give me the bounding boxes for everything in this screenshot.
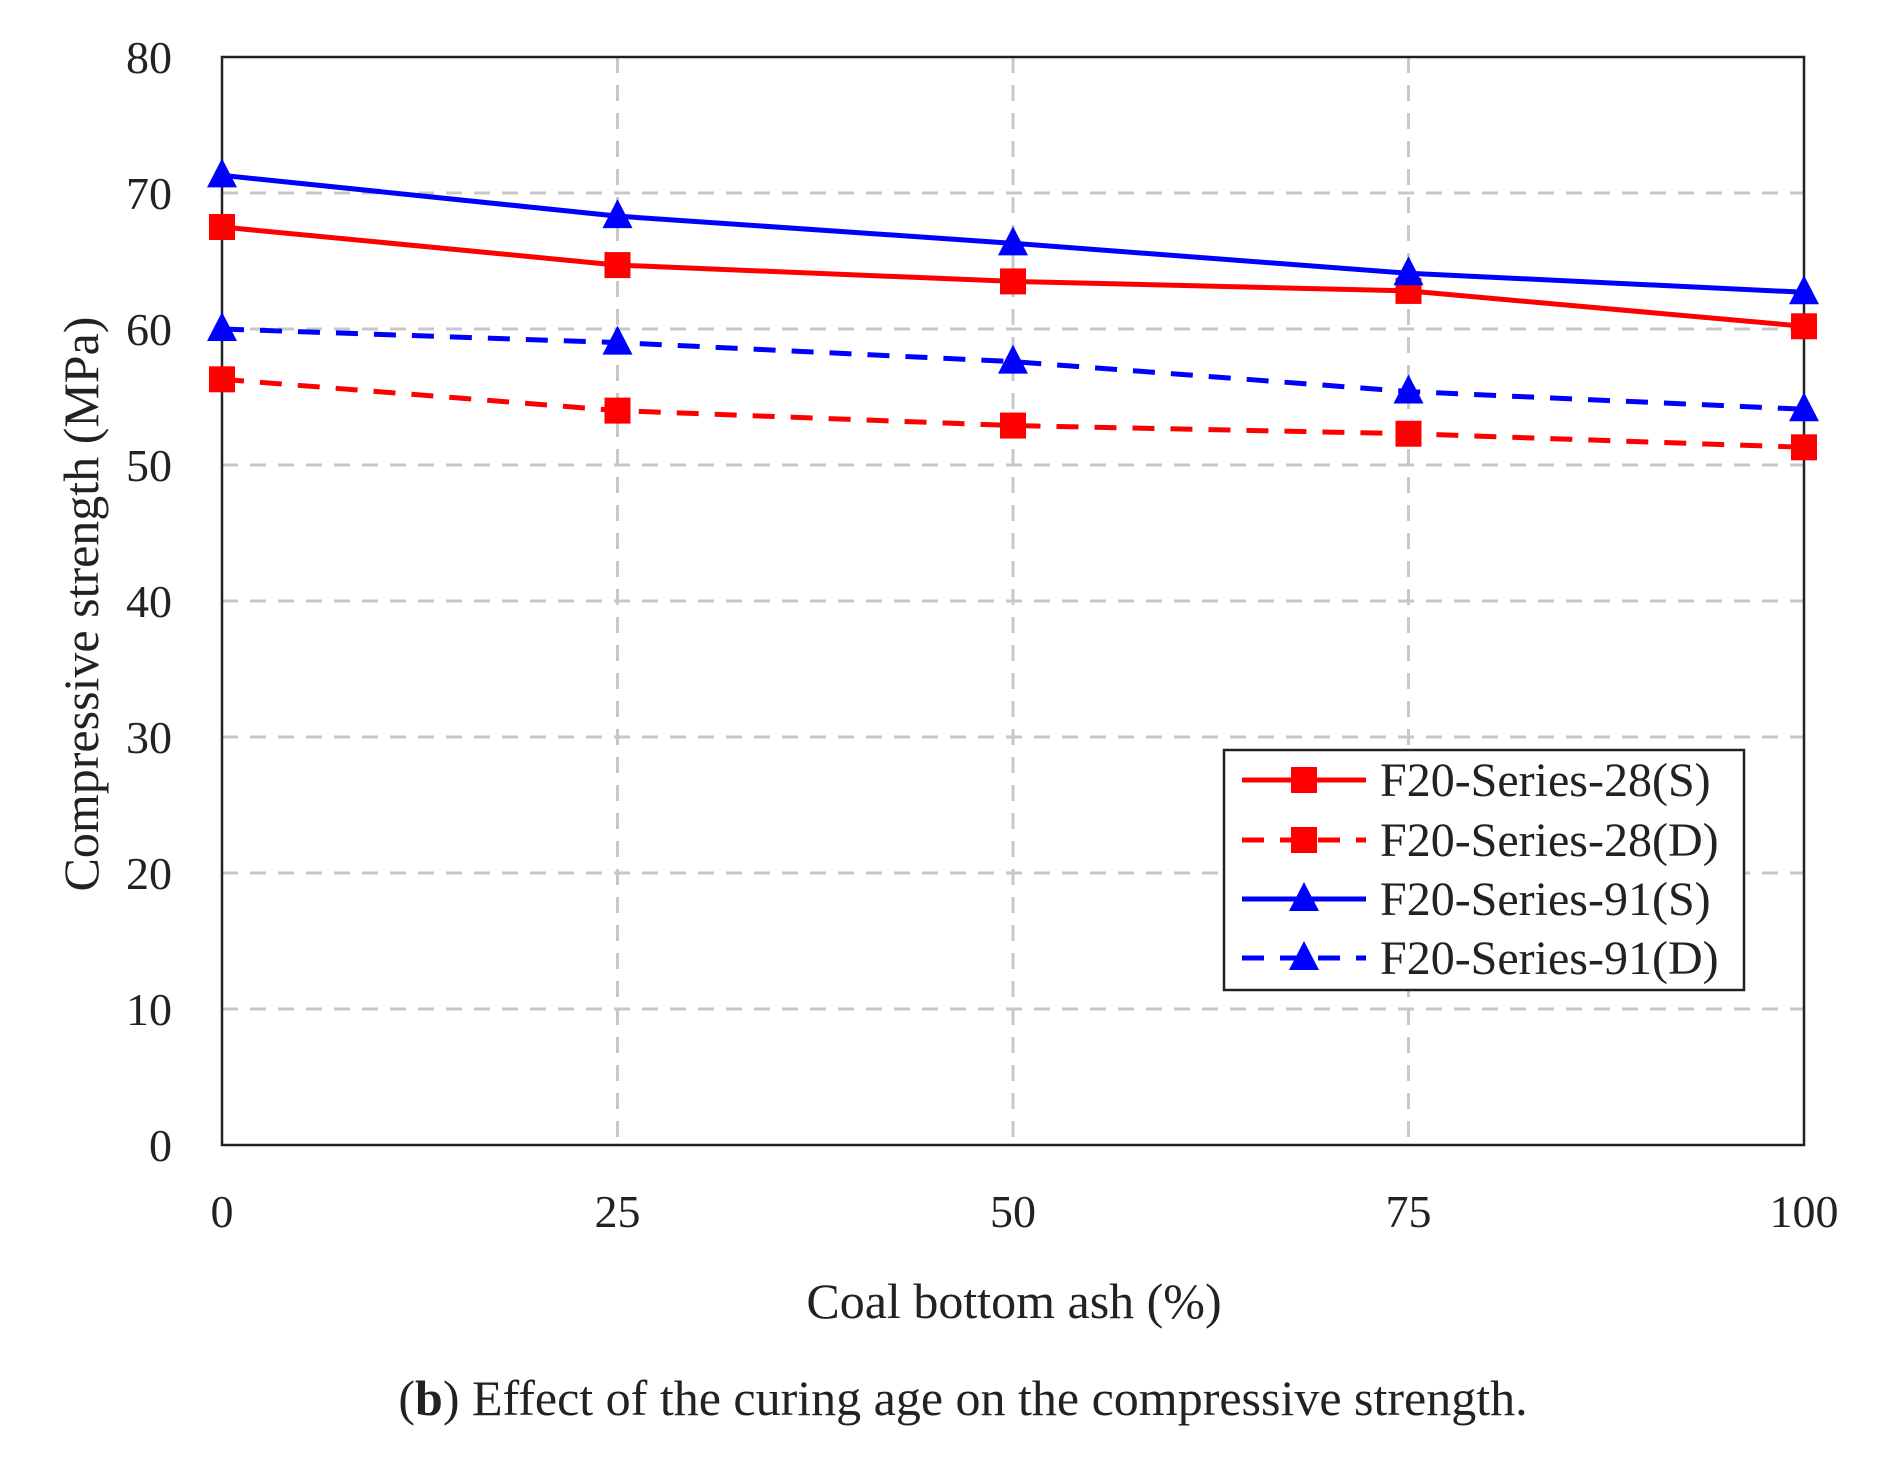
legend-label-1: F20-Series-28(S) [1380,754,1711,807]
series-1-point [1000,268,1026,295]
series-1-point [604,252,631,279]
y-axis-title: Compressive strength (MPa) [53,317,109,892]
legend-label-3: F20-Series-91(S) [1380,873,1711,926]
x-tick-label: 25 [595,1186,641,1237]
series-4-point [1393,374,1424,404]
y-tick-label: 0 [149,1120,172,1171]
y-tick-label: 30 [126,712,172,763]
legend-label-2: F20-Series-28(D) [1380,814,1719,867]
series-4-point [602,325,633,355]
y-tick-label: 60 [126,304,172,355]
series-3-point [602,199,633,229]
series-2-point [1000,412,1026,439]
series-3-point [998,226,1028,256]
legend-marker-3 [1289,882,1319,911]
legend: F20-Series-28(S) F20-Series-28(D) F20-Seri… [1222,748,1746,992]
series-markers [207,158,1819,461]
legend-marker-1 [1291,767,1317,793]
series-3-point [207,158,237,188]
x-tick-label: 50 [990,1186,1036,1237]
caption-prefix: ( [398,1370,415,1426]
series-3-point [1393,256,1424,286]
caption-letter: b [415,1370,443,1426]
x-tick-label: 100 [1770,1186,1839,1237]
series-4-point [1789,392,1819,422]
y-tick-label: 70 [126,168,172,219]
y-tick-label: 80 [126,32,172,83]
series-2-point [604,397,631,424]
series-2-point [209,366,235,393]
series-4-point [207,312,237,341]
plot-frame [220,55,1806,1147]
x-tick-label: 75 [1386,1186,1432,1237]
series-2-point [1791,434,1817,461]
x-axis-title: Coal bottom ash (%) [806,1273,1221,1329]
series-1-point [209,214,235,240]
figure-caption: (b) Effect of the curing age on the comp… [398,1370,1527,1426]
caption-text: ) Effect of the curing age on the compre… [443,1370,1528,1426]
legend-marker-2 [1291,827,1317,853]
legend-label-4: F20-Series-91(D) [1380,932,1719,985]
y-tick-label: 50 [126,440,172,491]
series-1-point [1791,313,1817,340]
y-tick-label: 10 [126,984,172,1035]
y-tick-label: 40 [126,576,172,627]
series-3-point [1789,275,1819,305]
tick-labels: 0 10 20 30 40 50 60 70 80 0 25 50 75 100 [126,32,1839,1237]
series-4-point [998,344,1028,374]
legend-marker-4 [1289,941,1319,970]
y-tick-label: 20 [126,848,172,899]
series-2-point [1395,420,1422,447]
x-tick-label: 0 [211,1186,234,1237]
